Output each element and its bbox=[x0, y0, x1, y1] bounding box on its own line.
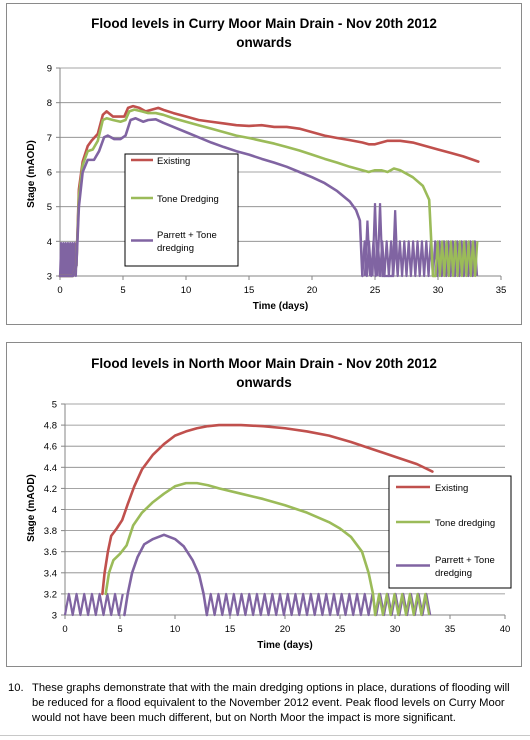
legend-label: dredging bbox=[157, 243, 194, 254]
legend: Existing Tone dredging Parrett + Tone dredg… bbox=[388, 475, 512, 589]
legend-box bbox=[388, 475, 512, 589]
series-line bbox=[101, 423, 434, 596]
y-tick-label: 4.2 bbox=[44, 484, 57, 495]
chart-title-line: Flood levels in Curry Moor Main Drain - … bbox=[91, 16, 437, 31]
x-tick-label: 35 bbox=[496, 285, 507, 296]
y-tick-label: 8 bbox=[47, 98, 52, 109]
y-tick-label: 6 bbox=[47, 168, 52, 179]
y-tick-label: 5 bbox=[47, 202, 52, 213]
y-tick-label: 3.6 bbox=[44, 547, 57, 558]
x-tick-label: 15 bbox=[225, 624, 236, 635]
x-tick-label: 30 bbox=[433, 285, 444, 296]
x-tick-label: 30 bbox=[390, 624, 401, 635]
x-tick-label: 35 bbox=[445, 624, 456, 635]
chart-svg: 3 4 5 6 7 8 9 0 5 10 15 20 25 30 35 Time (days) Stage (m… bbox=[26, 64, 507, 313]
chart-title: Flood levels in North Moor Main Drain - … bbox=[7, 354, 521, 392]
pump-cycle-trace bbox=[63, 592, 124, 617]
chart-title-line: Flood levels in North Moor Main Drain - … bbox=[91, 356, 437, 371]
x-tick-label: 0 bbox=[62, 624, 67, 635]
legend-label: Existing bbox=[435, 483, 468, 494]
x-tick-label: 5 bbox=[117, 624, 122, 635]
y-tick-label: 3.8 bbox=[44, 526, 57, 537]
chart-title: Flood levels in Curry Moor Main Drain - … bbox=[7, 14, 521, 52]
series-line bbox=[104, 481, 377, 617]
y-tick-label: 3 bbox=[47, 272, 52, 283]
legend-label: Tone dredging bbox=[435, 518, 495, 529]
chart-subtitle: onwards bbox=[236, 35, 292, 50]
legend-box bbox=[124, 153, 239, 267]
chart-curry-moor: Flood levels in Curry Moor Main Drain - … bbox=[6, 3, 522, 325]
x-tick-label: 25 bbox=[370, 285, 381, 296]
legend-label: Parrett + Tone bbox=[157, 230, 217, 241]
y-tick-label: 3 bbox=[52, 611, 57, 622]
y-tick-label: 5 bbox=[52, 400, 57, 411]
x-axis-label: Time (days) bbox=[257, 640, 312, 651]
x-tick-label: 5 bbox=[120, 285, 125, 296]
y-tick-label: 3.2 bbox=[44, 589, 57, 600]
footnote-number: 10. bbox=[8, 682, 24, 694]
y-tick-label: 9 bbox=[47, 64, 52, 75]
chart-svg: 3 3.2 3.4 3.6 3.8 4 4.2 4.4 4.6 4.8 5 0 5 10 15 20 25 30 3… bbox=[26, 400, 512, 651]
x-tick-label: 25 bbox=[335, 624, 346, 635]
y-tick-label: 4.8 bbox=[44, 421, 57, 432]
y-tick-label: 4.6 bbox=[44, 442, 57, 453]
y-tick-label: 4 bbox=[52, 505, 57, 516]
chart-north-moor: Flood levels in North Moor Main Drain - … bbox=[6, 342, 522, 667]
series-line bbox=[58, 116, 364, 278]
y-tick-label: 4 bbox=[47, 237, 52, 248]
spike-trace bbox=[363, 220, 372, 277]
legend: Existing Tone Dredging Parrett + Tone dredg… bbox=[124, 153, 239, 267]
legend-label: Existing bbox=[157, 156, 190, 167]
x-axis-label: Time (days) bbox=[253, 301, 308, 312]
series-line bbox=[123, 533, 209, 617]
pump-cycle-trace bbox=[374, 592, 431, 617]
y-tick-label: 3.4 bbox=[44, 568, 57, 579]
chart-subtitle: onwards bbox=[236, 375, 292, 390]
x-tick-label: 15 bbox=[244, 285, 255, 296]
legend-label: dredging bbox=[435, 568, 472, 579]
spike-trace bbox=[371, 203, 399, 278]
x-tick-label: 0 bbox=[57, 285, 62, 296]
footnote-text: These graphs demonstrate that with the m… bbox=[32, 682, 510, 724]
page-bottom-rule bbox=[0, 735, 530, 736]
legend-label: Tone Dredging bbox=[157, 194, 219, 205]
y-tick-label: 7 bbox=[47, 133, 52, 144]
pump-cycle-trace bbox=[58, 241, 79, 278]
x-tick-label: 40 bbox=[500, 624, 511, 635]
x-tick-label: 10 bbox=[170, 624, 181, 635]
y-axis-label: Stage (mAOD) bbox=[26, 140, 37, 208]
series-line bbox=[58, 104, 480, 278]
x-tick-label: 20 bbox=[280, 624, 291, 635]
x-tick-label: 20 bbox=[307, 285, 318, 296]
y-tick-label: 4.4 bbox=[44, 463, 57, 474]
x-tick-label: 10 bbox=[181, 285, 192, 296]
series-line bbox=[58, 108, 437, 278]
legend-label: Parrett + Tone bbox=[435, 555, 495, 566]
y-axis-label: Stage (mAOD) bbox=[26, 474, 37, 542]
pump-cycle-trace bbox=[434, 240, 479, 278]
